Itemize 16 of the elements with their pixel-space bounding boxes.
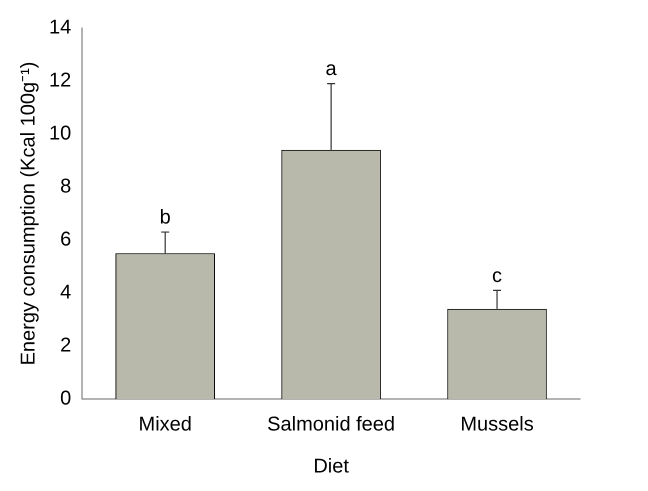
x-axis-title: Diet: [313, 456, 350, 478]
y-tick-label: 14: [48, 16, 72, 39]
y-tick-label: 0: [60, 388, 72, 410]
y-tick-label: 6: [60, 228, 72, 251]
annotation: c: [492, 264, 502, 287]
annotation: b: [160, 206, 171, 229]
y-tick-label: 8: [60, 176, 72, 198]
y-axis-title: Energy consumption (Kcal 100g⁻¹): [18, 62, 40, 366]
x-tick-label: Mussels: [460, 414, 534, 436]
y-tick-label: 2: [60, 334, 72, 357]
x-tick-label: Mixed: [138, 414, 192, 436]
annotation: a: [326, 58, 338, 80]
y-tick-label: 10: [48, 122, 72, 145]
y-tick-label: 12: [48, 70, 72, 92]
x-tick-label: Salmonid feed: [267, 414, 396, 436]
y-tick-label: 4: [60, 282, 72, 304]
